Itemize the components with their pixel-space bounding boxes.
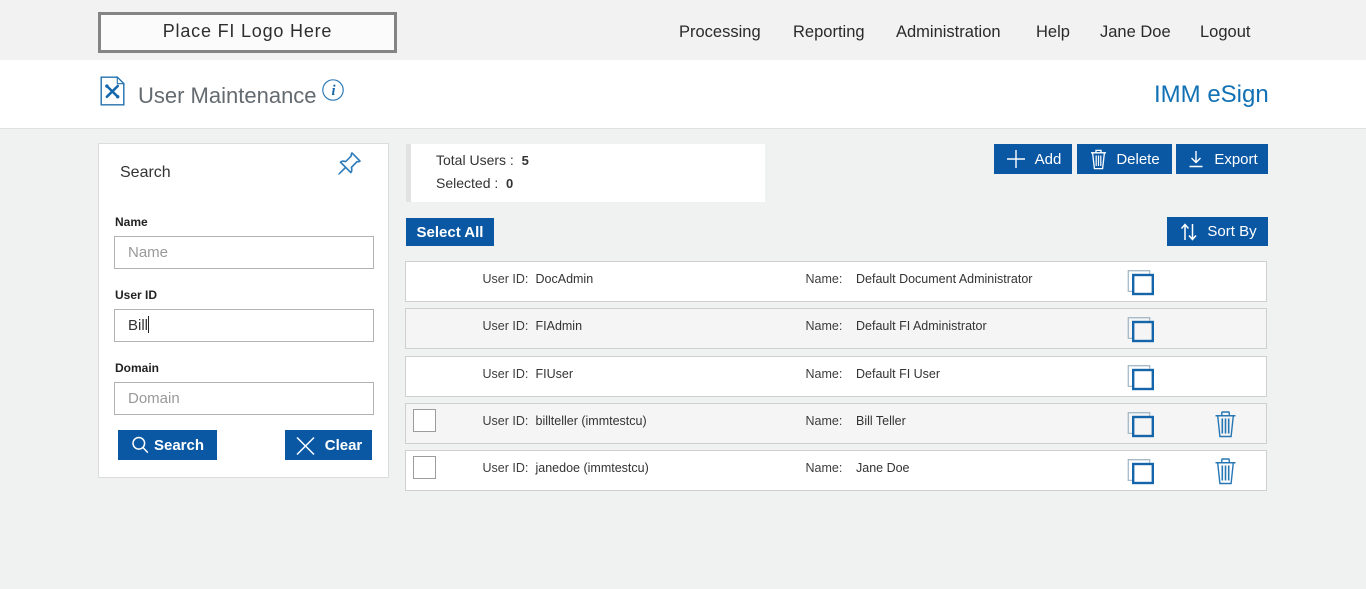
svg-text:i: i [331,83,335,99]
